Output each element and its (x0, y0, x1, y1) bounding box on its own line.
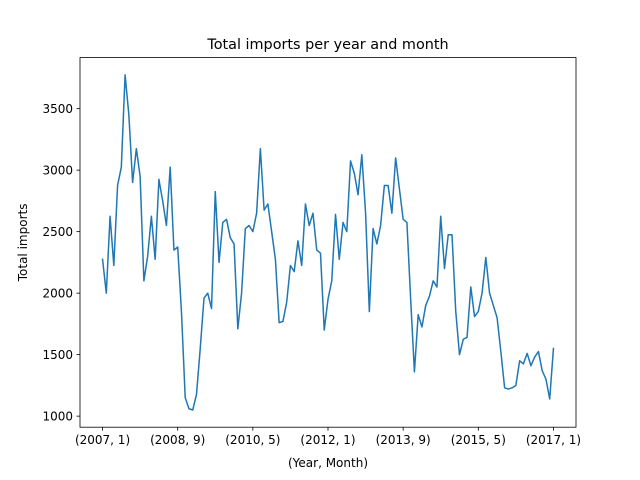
y-tick-label: 2500 (42, 225, 73, 239)
plot-area (80, 57, 576, 428)
y-tick-label: 1500 (42, 348, 73, 362)
chart-title: Total imports per year and month (206, 37, 448, 53)
y-tick-label: 3500 (42, 102, 73, 116)
x-tick-label: (2015, 5) (451, 433, 506, 447)
x-tick-label: (2017, 1) (526, 433, 581, 447)
x-tick-label: (2007, 1) (75, 433, 130, 447)
y-axis-label: Total imports (16, 204, 30, 283)
x-tick-label: (2012, 1) (300, 433, 355, 447)
y-axis-ticks: 1000 1500 2000 2500 3000 3500 (42, 102, 80, 423)
series-line (101, 74, 555, 411)
y-tick-label: 3000 (42, 163, 73, 177)
x-tick-label: (2013, 9) (376, 433, 431, 447)
x-tick-label: (2010, 5) (225, 433, 280, 447)
axes-frame (79, 57, 577, 428)
y-tick-label: 1000 (42, 409, 73, 423)
x-tick-label: (2008, 9) (150, 433, 205, 447)
x-axis-ticks: (2007, 1) (2008, 9) (2010, 5) (2012, 1) (201… (75, 427, 581, 447)
y-tick-label: 2000 (42, 286, 73, 300)
x-axis-label: (Year, Month) (288, 456, 368, 470)
series-layer (101, 74, 555, 411)
